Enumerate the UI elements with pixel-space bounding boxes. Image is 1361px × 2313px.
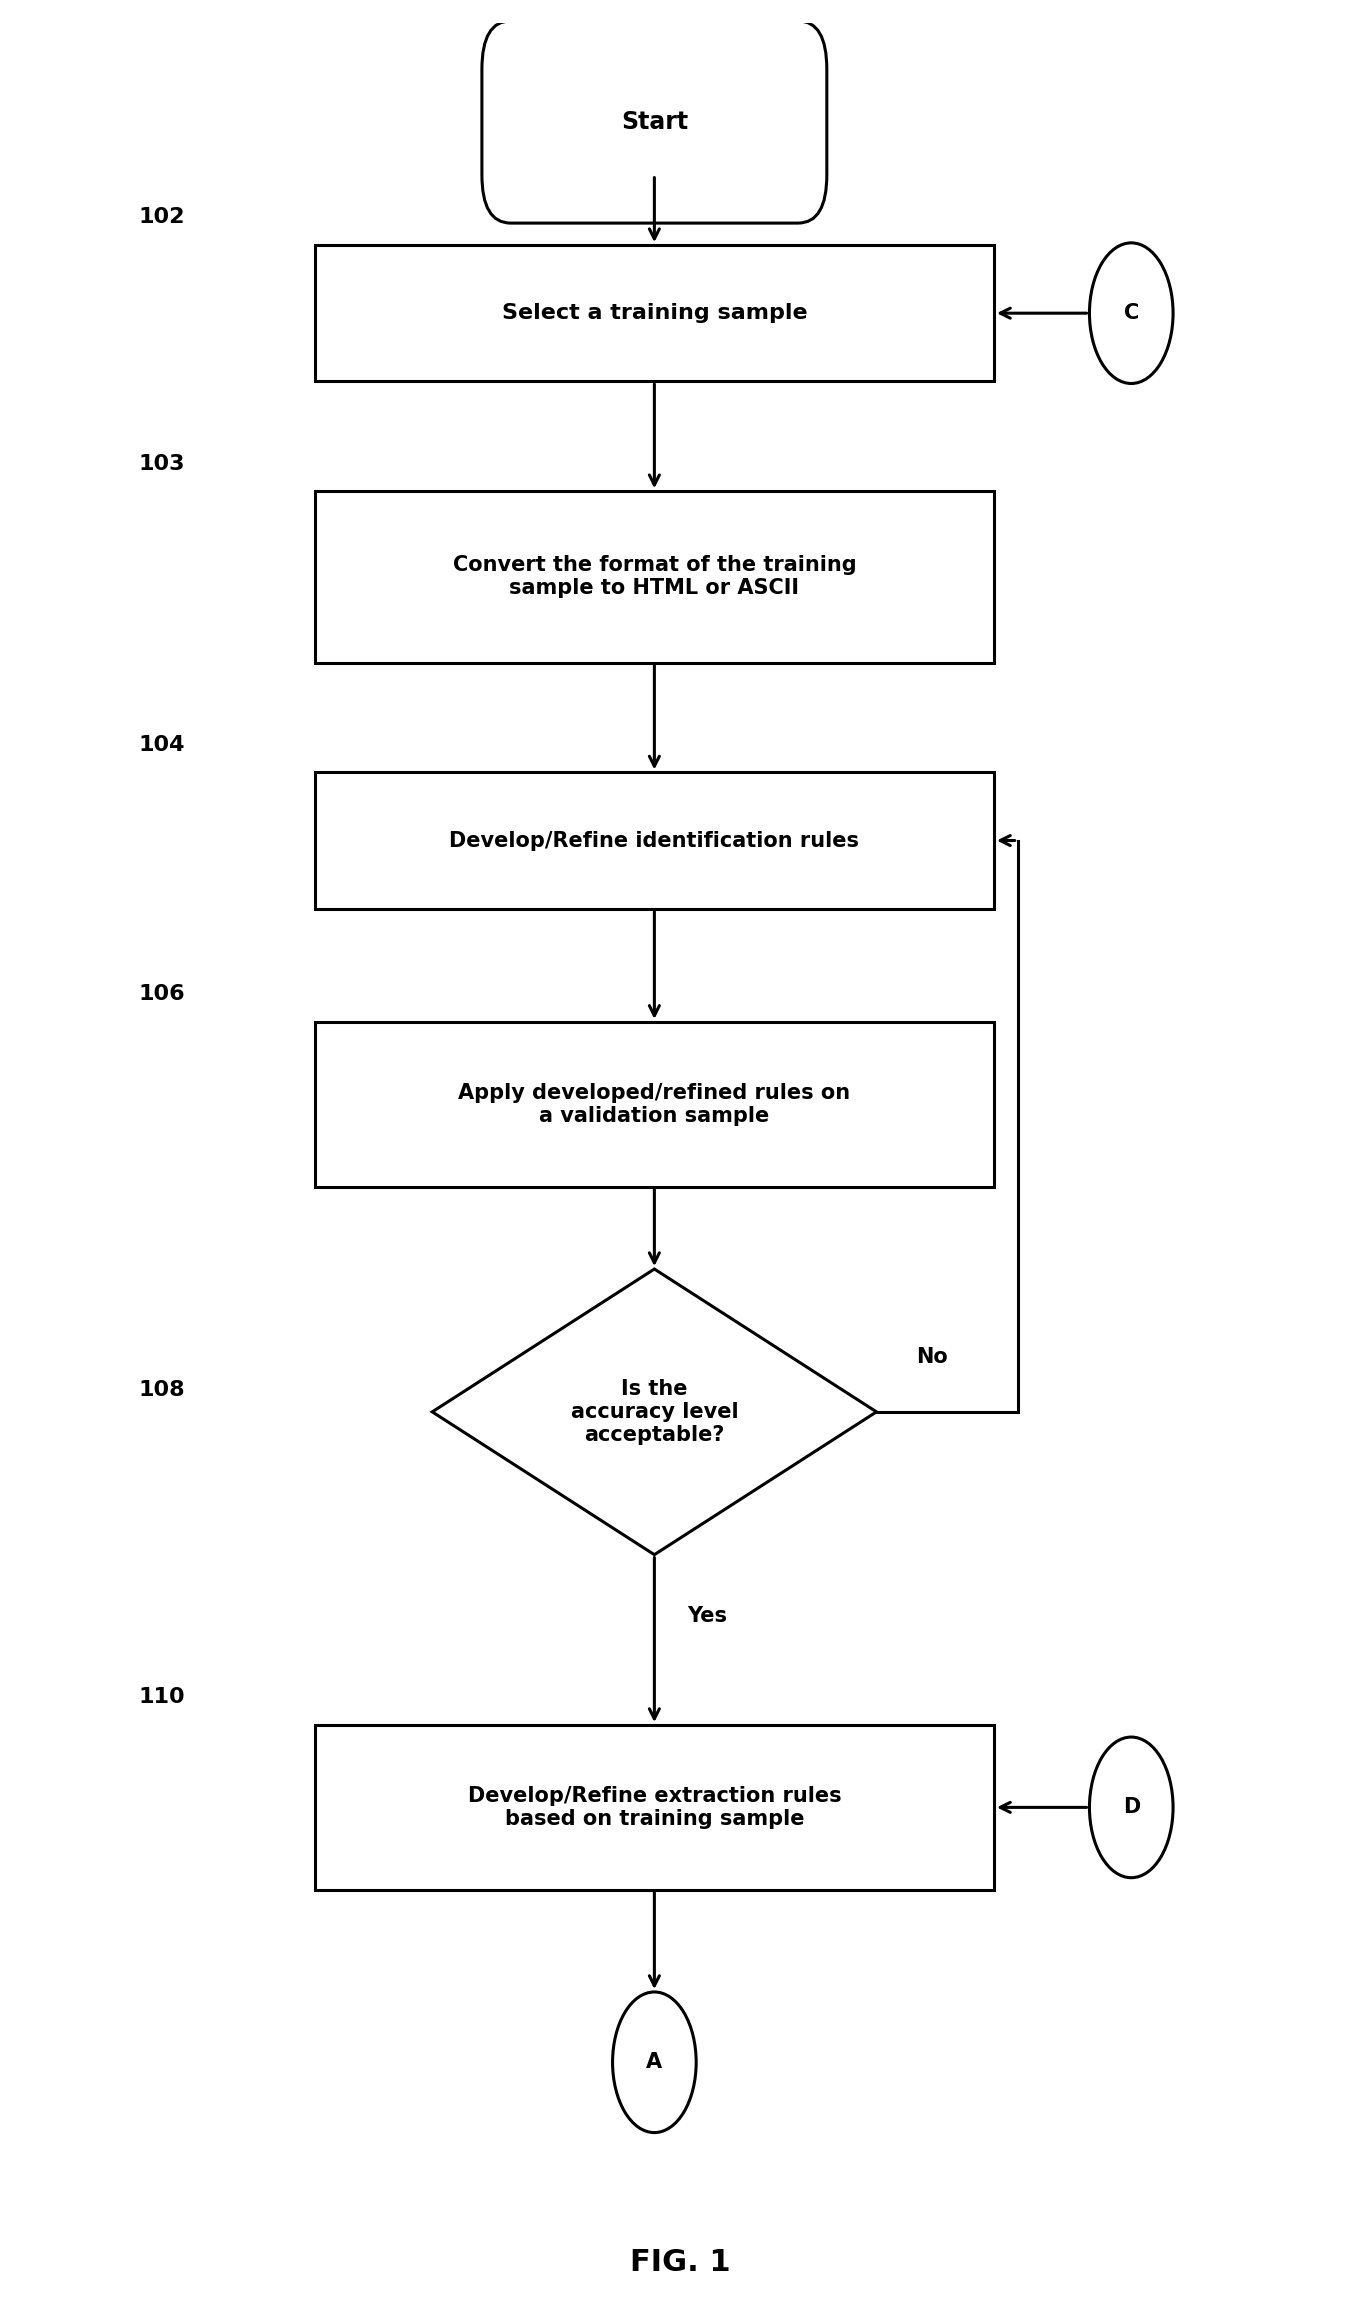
Circle shape	[1089, 243, 1173, 384]
Text: No: No	[916, 1346, 947, 1367]
Text: A: A	[646, 2052, 663, 2072]
FancyBboxPatch shape	[482, 21, 827, 222]
Bar	[314, 245, 994, 382]
Bar	[314, 1022, 994, 1187]
Text: 108: 108	[139, 1381, 185, 1399]
Circle shape	[1089, 1737, 1173, 1878]
Text: Convert the format of the training
sample to HTML or ASCII: Convert the format of the training sampl…	[453, 555, 856, 599]
Text: Select a training sample: Select a training sample	[502, 303, 807, 324]
Circle shape	[612, 1991, 697, 2133]
Text: 110: 110	[139, 1688, 185, 1707]
Text: Develop/Refine extraction rules
based on training sample: Develop/Refine extraction rules based on…	[468, 1786, 841, 1830]
Text: 102: 102	[139, 208, 185, 227]
Text: Yes: Yes	[687, 1605, 727, 1626]
Text: Apply developed/refined rules on
a validation sample: Apply developed/refined rules on a valid…	[459, 1082, 851, 1126]
Text: C: C	[1124, 303, 1139, 324]
Text: 106: 106	[139, 985, 185, 1004]
Text: 103: 103	[139, 453, 185, 474]
Polygon shape	[433, 1270, 876, 1554]
Text: Start: Start	[621, 111, 687, 134]
Bar	[314, 490, 994, 662]
Text: 104: 104	[139, 736, 185, 754]
Text: FIG. 1: FIG. 1	[630, 2248, 731, 2276]
Bar	[314, 773, 994, 909]
Text: D: D	[1123, 1797, 1141, 1818]
Bar	[314, 1725, 994, 1890]
Text: Develop/Refine identification rules: Develop/Refine identification rules	[449, 830, 859, 851]
Text: Is the
accuracy level
acceptable?: Is the accuracy level acceptable?	[570, 1379, 738, 1446]
